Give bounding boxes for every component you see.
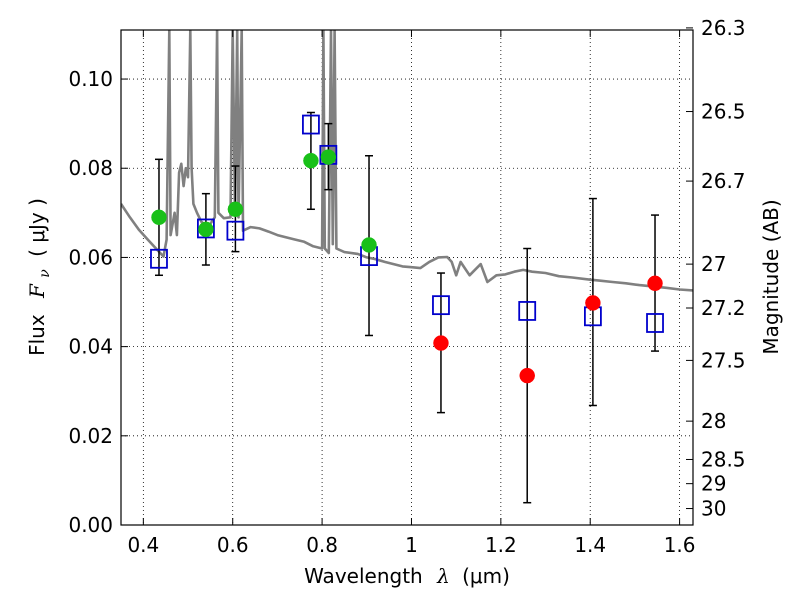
model-points [150, 114, 664, 333]
model-point-square [302, 114, 320, 135]
observed-points [151, 149, 663, 384]
y2-tick-label: 26.5 [701, 100, 746, 124]
x-tick-label: 1.2 [485, 533, 517, 557]
y-axis-label: Flux F ν ( μJy ) [25, 198, 54, 356]
y-axis-label-text: Flux [25, 314, 49, 356]
model-point-square [150, 248, 168, 269]
x-tick-label: 0.8 [306, 533, 338, 557]
y-axis-label-symbol: F [25, 283, 49, 299]
x-tick-label: 1.6 [664, 533, 696, 557]
model-point-square [226, 220, 245, 241]
x-tick-label: 1 [405, 533, 418, 557]
axis-ticks: 0.4 0.6 0.8 1 1.2 1.4 1.6 0.00 0.02 0.04 0.06 0.08 0… [68, 16, 745, 557]
observed-point [647, 275, 663, 292]
y-tick-label: 0.02 [68, 424, 113, 448]
observed-point [585, 295, 601, 311]
y2-axis-label: Magnitude (AB) [759, 199, 783, 354]
x-axis-label-text: Wavelength [304, 564, 423, 588]
y2-tick-label: 27 [701, 252, 726, 276]
y2-tick-label: 28.5 [701, 447, 746, 471]
observed-point [198, 221, 214, 238]
model-point-square [646, 313, 664, 333]
x-tick-label: 0.6 [217, 533, 249, 557]
plot-background [121, 30, 693, 525]
y2-tick-label: 30 [701, 497, 726, 521]
y-axis-label-subscript: ν [37, 269, 53, 278]
observed-point [320, 149, 337, 165]
plot-frame [120, 29, 694, 526]
y-tick-label: 0.00 [68, 513, 113, 537]
model-point-square [432, 295, 450, 316]
observed-point [519, 367, 535, 384]
grid [121, 30, 693, 525]
y2-tick-label: 28 [701, 409, 726, 433]
observed-point [227, 201, 244, 218]
x-tick-label: 0.4 [127, 533, 159, 557]
model-point-square [197, 218, 215, 239]
model-spectrum-line [121, 30, 693, 292]
model-spectrum [121, 30, 693, 292]
x-axis-label-symbol: λ [436, 564, 450, 588]
observed-point [433, 335, 449, 351]
x-axis-label: Wavelength λ (μm) [304, 564, 510, 588]
y2-tick-label: 26.7 [701, 169, 746, 193]
y2-tick-label: 29 [701, 472, 726, 496]
y-tick-label: 0.06 [68, 245, 113, 269]
observed-point [151, 209, 167, 226]
y2-tick-label: 26.3 [701, 16, 746, 40]
observed-point [361, 237, 377, 253]
y2-tick-label: 27.2 [701, 296, 746, 320]
observed-point [303, 152, 319, 169]
y-tick-label: 0.04 [68, 335, 113, 359]
y-axis-label-unit: ( μJy ) [25, 198, 49, 257]
x-axis-label-unit: (μm) [462, 564, 510, 588]
y2-tick-label: 27.5 [701, 348, 746, 372]
model-point-square [518, 301, 537, 321]
y-tick-label: 0.10 [68, 67, 113, 91]
x-tick-label: 1.4 [574, 533, 606, 557]
y-tick-label: 0.08 [68, 156, 113, 180]
